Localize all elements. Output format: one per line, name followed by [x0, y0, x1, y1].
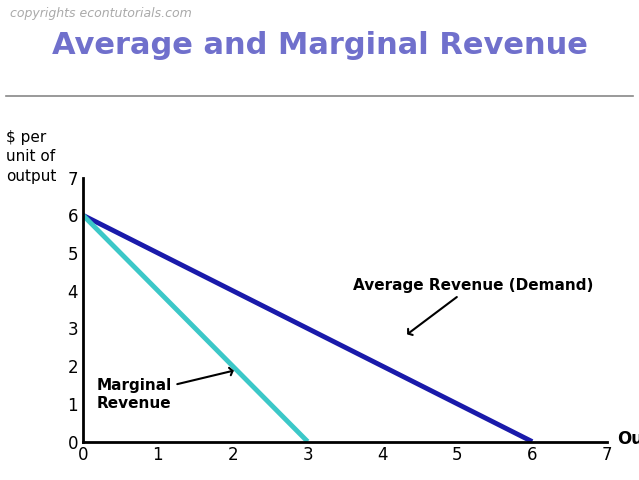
- Text: Average and Marginal Revenue: Average and Marginal Revenue: [52, 31, 587, 60]
- Text: Marginal
Revenue: Marginal Revenue: [96, 368, 233, 411]
- Text: Average Revenue (Demand): Average Revenue (Demand): [353, 277, 593, 335]
- Text: copyrights econtutorials.com: copyrights econtutorials.com: [10, 7, 191, 20]
- Text: Output: Output: [617, 430, 639, 448]
- Text: $ per
unit of
output: $ per unit of output: [6, 130, 57, 184]
